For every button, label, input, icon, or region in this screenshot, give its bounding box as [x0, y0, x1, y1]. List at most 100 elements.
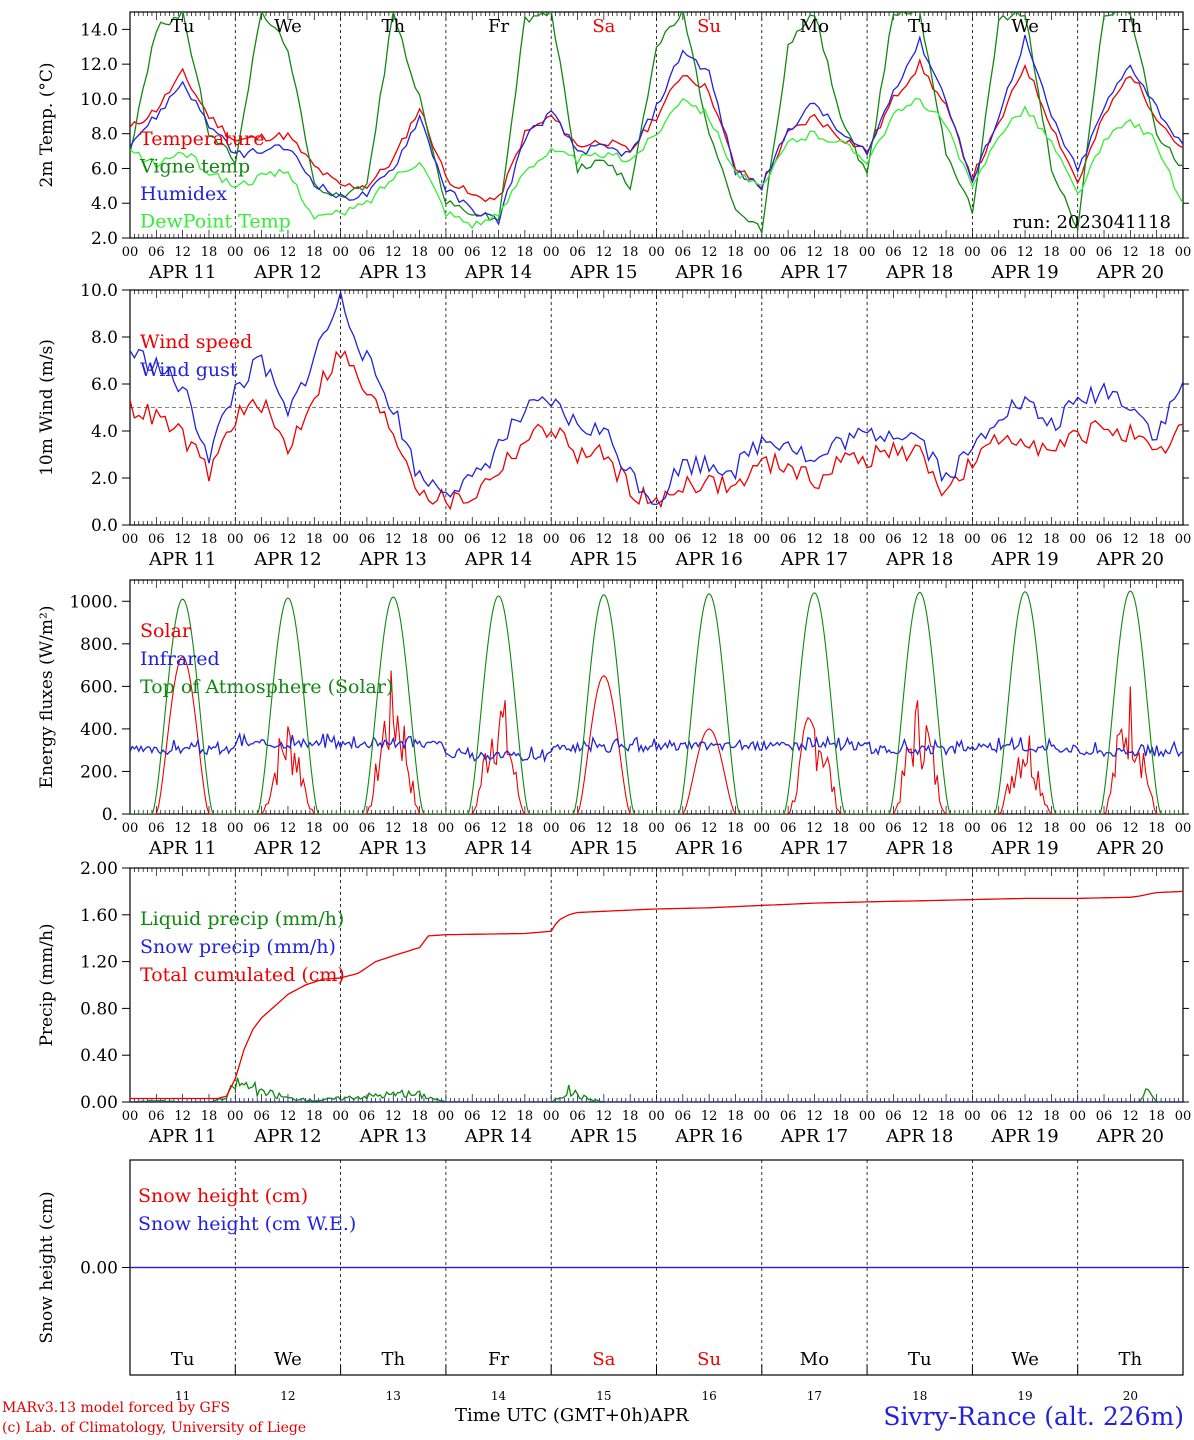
x-hour-tick-label: 12: [174, 1109, 191, 1124]
x-date-label: APR 17: [780, 838, 848, 859]
x-hour-tick-label: 18: [938, 245, 955, 260]
x-date-label: APR 15: [569, 1126, 637, 1147]
x-hour-tick-label: 06: [569, 821, 586, 836]
x-hour-tick-label: 18: [938, 821, 955, 836]
weekday-label: Tu: [908, 1349, 932, 1370]
series-line-humidex: [130, 34, 1183, 226]
x-hour-tick-label: 06: [990, 532, 1007, 547]
legend-entry: DewPoint Temp: [140, 211, 291, 233]
x-hour-tick-label: 12: [701, 245, 718, 260]
x-date-label: APR 19: [990, 262, 1058, 283]
x-date-label: APR 11: [148, 549, 216, 570]
x-hour-tick-label: 12: [701, 1109, 718, 1124]
x-hour-tick-label: 06: [359, 532, 376, 547]
x-date-label: APR 12: [253, 1126, 321, 1147]
x-hour-tick-label: 18: [727, 245, 744, 260]
x-date-label: APR 13: [359, 549, 427, 570]
x-date-label: APR 17: [780, 549, 848, 570]
legend-entry: Snow precip (mm/h): [140, 936, 336, 958]
x-hour-tick-label: 00: [859, 821, 876, 836]
x-hour-tick-label: 18: [201, 821, 218, 836]
x-hour-tick-label: 12: [806, 532, 823, 547]
y-axis-label: Snow height (cm): [37, 1191, 57, 1343]
x-hour-tick-label: 18: [1043, 1109, 1060, 1124]
y-tick-label: 1.60: [80, 906, 118, 926]
x-hour-tick-label: 00: [543, 532, 560, 547]
series-group: [130, 292, 1183, 511]
x-date-label: APR 18: [885, 1126, 953, 1147]
x-date-label: APR 14: [464, 838, 532, 859]
x-date-label: APR 16: [675, 262, 743, 283]
x-hour-tick-label: 00: [1069, 532, 1086, 547]
x-hour-tick-label: 06: [253, 245, 270, 260]
series-group: [130, 590, 1183, 814]
x-hour-tick-label: 00: [754, 821, 771, 836]
y-axis-label: Precip (mm/h): [37, 923, 57, 1046]
x-hour-tick-label: 18: [306, 245, 323, 260]
x-date-label: APR 18: [885, 838, 953, 859]
legend-entry: Top of Atmosphere (Solar): [140, 676, 393, 698]
x-date-label: APR 20: [1096, 1126, 1164, 1147]
weekday-label: Th: [381, 16, 405, 37]
x-hour-tick-label: 18: [622, 821, 639, 836]
x-hour-tick-label: 06: [990, 245, 1007, 260]
x-hour-tick-label: 00: [1175, 245, 1192, 260]
x-hour-tick-label: 12: [1017, 821, 1034, 836]
x-hour-tick-label: 12: [385, 532, 402, 547]
day-number-label: 11: [175, 1389, 190, 1400]
y-tick-label: 2.0: [91, 229, 118, 249]
x-hour-tick-label: 06: [675, 821, 692, 836]
x-hour-tick-label: 18: [201, 532, 218, 547]
x-hour-tick-label: 06: [253, 1109, 270, 1124]
x-hour-tick-label: 12: [174, 245, 191, 260]
series-line-dewpoint-temp: [130, 97, 1183, 230]
x-hour-tick-label: 18: [622, 1109, 639, 1124]
x-hour-tick-label: 18: [1148, 821, 1165, 836]
x-hour-tick-label: 00: [648, 1109, 665, 1124]
x-hour-tick-label: 18: [517, 245, 534, 260]
y-tick-label: 200.: [80, 762, 118, 782]
series-line-vigne-temp: [130, 12, 1183, 235]
day-number-label: 16: [702, 1389, 717, 1400]
series-line-temperature: [130, 57, 1183, 203]
x-hour-tick-label: 12: [490, 1109, 507, 1124]
x-hour-tick-label: 00: [1069, 1109, 1086, 1124]
series-group: [130, 890, 1183, 1102]
weekday-label: We: [274, 1349, 302, 1370]
weekday-label: Mo: [800, 16, 829, 37]
x-hour-tick-label: 00: [1175, 532, 1192, 547]
x-hour-tick-label: 12: [490, 821, 507, 836]
weekday-label: We: [274, 16, 302, 37]
x-hour-tick-label: 06: [885, 1109, 902, 1124]
x-hour-tick-label: 06: [990, 1109, 1007, 1124]
x-date-label: APR 12: [253, 262, 321, 283]
x-hour-tick-label: 18: [622, 245, 639, 260]
weekday-label: Tu: [171, 16, 195, 37]
x-hour-tick-label: 12: [596, 821, 613, 836]
x-hour-tick-label: 18: [1148, 1109, 1165, 1124]
panel-energy: [122, 579, 1189, 815]
x-hour-tick-label: 00: [227, 245, 244, 260]
x-hour-tick-label: 18: [938, 532, 955, 547]
x-hour-tick-label: 12: [385, 821, 402, 836]
series-line-top-of-atmosphere-solar-: [130, 590, 1183, 814]
x-date-label: APR 16: [675, 838, 743, 859]
x-date-label: APR 13: [359, 262, 427, 283]
x-hour-tick-label: 00: [122, 821, 139, 836]
run-annotation: run: 2023041118: [1013, 212, 1171, 233]
y-axis-label: 2m Temp. (°C): [37, 62, 57, 187]
weekday-label: Mo: [800, 1349, 829, 1370]
y-tick-label: 6.0: [91, 159, 118, 179]
x-hour-tick-label: 18: [411, 245, 428, 260]
weekday-label: Sa: [592, 16, 615, 37]
x-hour-tick-label: 06: [1096, 821, 1113, 836]
x-hour-tick-label: 00: [754, 532, 771, 547]
x-date-label: APR 20: [1096, 262, 1164, 283]
x-date-label: APR 18: [885, 549, 953, 570]
model-credit: MARv3.13 model forced by GFS: [2, 1400, 231, 1416]
weekday-label: We: [1011, 16, 1039, 37]
y-tick-label: 0.0: [91, 516, 118, 536]
x-hour-tick-label: 06: [990, 821, 1007, 836]
y-tick-label: 12.0: [80, 55, 118, 75]
weekday-label: Su: [697, 16, 721, 37]
